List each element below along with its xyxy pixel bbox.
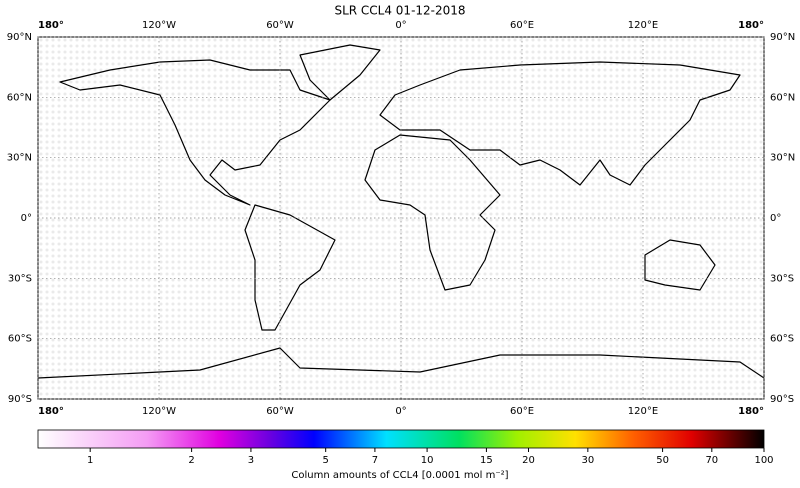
- lat-label: 90°S: [8, 394, 32, 405]
- colorbar: [37, 429, 765, 449]
- lat-label: 60°S: [770, 334, 794, 345]
- lon-label: 60°W: [266, 406, 294, 417]
- lat-label: 30°S: [8, 273, 32, 284]
- lon-label: 180°: [38, 406, 64, 417]
- coastlines: [37, 44, 765, 379]
- lon-label: 180°: [738, 20, 764, 31]
- lon-label: 120°W: [142, 20, 176, 31]
- lat-label: 0°: [21, 213, 32, 224]
- lat-label: 90°N: [7, 32, 32, 43]
- lat-label: 30°N: [770, 153, 795, 164]
- lon-label: 120°E: [628, 406, 658, 417]
- colorbar-tick-label: 2: [188, 455, 194, 466]
- lat-label: 90°S: [770, 394, 794, 405]
- colorbar-tick-label: 50: [656, 455, 669, 466]
- lon-label: 60°E: [510, 406, 534, 417]
- colorbar-tick-label: 100: [754, 455, 773, 466]
- colorbar-tick-label: 15: [480, 455, 493, 466]
- colorbar-tick-label: 70: [705, 455, 718, 466]
- colorbar-tick-label: 20: [522, 455, 535, 466]
- colorbar-tick-label: 7: [372, 455, 378, 466]
- lon-label: 0°: [395, 406, 406, 417]
- lon-label: 60°E: [510, 20, 534, 31]
- colorbar-tick-label: 5: [322, 455, 328, 466]
- lat-label: 90°N: [770, 32, 795, 43]
- lat-label: 30°S: [770, 273, 794, 284]
- lon-label: 180°: [738, 406, 764, 417]
- colorbar-label: Column amounts of CCL4 [0.0001 mol m⁻²]: [291, 470, 508, 481]
- lon-label: 120°W: [142, 406, 176, 417]
- lon-label: 120°E: [628, 20, 658, 31]
- lat-label: 0°: [770, 213, 781, 224]
- colorbar-tick-label: 3: [248, 455, 254, 466]
- lat-label: 60°S: [8, 334, 32, 345]
- colorbar-tick-label: 10: [421, 455, 434, 466]
- lat-label: 60°N: [770, 92, 795, 103]
- lon-label: 180°: [38, 20, 64, 31]
- lat-label: 30°N: [7, 153, 32, 164]
- lon-label: 0°: [395, 20, 406, 31]
- lat-label: 60°N: [7, 92, 32, 103]
- colorbar-tick-label: 1: [87, 455, 93, 466]
- lon-label: 60°W: [266, 20, 294, 31]
- map: [37, 36, 765, 400]
- colorbar-tick-label: 30: [581, 455, 594, 466]
- title: SLR CCL4 01-12-2018: [334, 4, 465, 18]
